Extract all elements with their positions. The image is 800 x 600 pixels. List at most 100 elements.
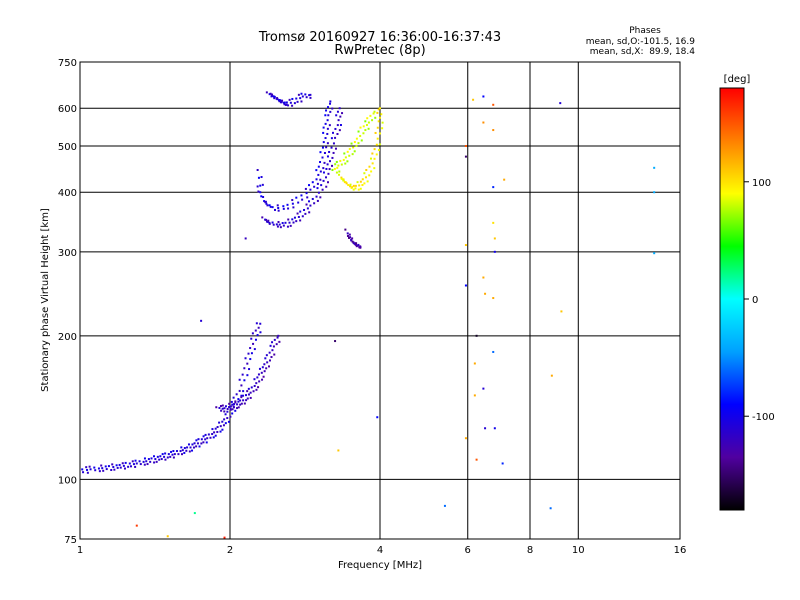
echo-point (325, 167, 328, 170)
echo-point (129, 465, 132, 468)
echo-point (287, 104, 290, 107)
echo-point (320, 184, 323, 187)
echo-point (316, 199, 319, 202)
echo-point (325, 146, 328, 149)
echo-point (276, 204, 279, 207)
echo-point (232, 396, 235, 399)
echo-point (171, 453, 174, 456)
echo-point (149, 460, 152, 463)
echo-point (359, 187, 362, 190)
echo-point (346, 160, 349, 163)
echo-point (313, 202, 316, 205)
echo-point (276, 97, 279, 100)
echo-point (153, 461, 156, 464)
echo-point (271, 94, 274, 97)
echo-point (482, 95, 485, 98)
echo-point (334, 340, 337, 343)
x-tick-label: 16 (674, 545, 687, 556)
echo-point (492, 103, 495, 106)
echo-point (367, 121, 370, 124)
echo-point (285, 103, 288, 106)
echo-point (503, 178, 506, 181)
echo-point (323, 161, 326, 164)
y-tick-label: 400 (58, 188, 77, 199)
echo-point (111, 463, 114, 466)
echo-point (265, 202, 268, 205)
echo-point (85, 466, 88, 469)
echo-point (110, 468, 113, 471)
echo-point (309, 93, 312, 96)
echo-point (192, 446, 195, 449)
echo-point (276, 336, 279, 339)
echo-point (246, 362, 249, 365)
echo-point (150, 457, 153, 460)
x-tick-label: 4 (377, 545, 383, 556)
echo-point (282, 205, 285, 208)
echo-point (226, 410, 229, 413)
echo-point (376, 137, 379, 140)
echo-point (284, 221, 287, 224)
echo-point (373, 110, 376, 113)
echo-point (297, 201, 300, 204)
echo-point (254, 338, 257, 341)
echo-point (107, 465, 110, 468)
echo-point (357, 243, 360, 246)
echo-point (249, 396, 252, 399)
echo-point (197, 438, 200, 441)
echo-point (228, 402, 231, 405)
echo-point (219, 425, 222, 428)
echo-point (226, 407, 229, 410)
echo-point (361, 178, 364, 181)
echo-point (211, 428, 214, 431)
echo-point (195, 445, 198, 448)
echo-point (246, 397, 249, 400)
echo-point (261, 216, 264, 219)
echo-point (281, 99, 284, 102)
echo-point (337, 449, 340, 452)
echo-point (344, 162, 347, 165)
echo-point (209, 436, 212, 439)
echo-point (319, 178, 322, 181)
echo-point (179, 450, 182, 453)
echo-point (342, 179, 345, 182)
echo-point (356, 181, 359, 184)
echo-point (372, 112, 375, 115)
echo-point (311, 197, 314, 200)
echo-point (359, 134, 362, 137)
echo-point (271, 349, 274, 352)
echo-point (322, 167, 325, 170)
echo-point (219, 405, 222, 408)
echo-point (181, 453, 184, 456)
echo-point (82, 471, 85, 474)
echo-point (271, 341, 274, 344)
echo-point (336, 166, 339, 169)
echo-point (286, 225, 289, 228)
echo-point (259, 331, 262, 334)
phases-o-stats: mean, sd,O:-101.5, 16.9 (586, 37, 696, 47)
echo-point (252, 342, 255, 345)
echo-point (352, 146, 355, 149)
echo-point (346, 234, 349, 237)
y-tick-labels: 75 100 200 300 400 500 600 750 (58, 58, 77, 546)
echo-point (233, 403, 236, 406)
echo-point (309, 96, 312, 99)
echo-point (259, 191, 262, 194)
echo-point (338, 107, 341, 110)
echo-point (308, 211, 311, 214)
echo-point (259, 322, 262, 325)
echo-point (351, 186, 354, 189)
echo-point (475, 334, 478, 337)
echo-point (256, 185, 259, 188)
echo-point (101, 467, 104, 470)
echo-point (255, 382, 258, 385)
echo-point (338, 170, 341, 173)
echo-point (550, 374, 553, 377)
echo-point (291, 218, 294, 221)
echo-point (316, 187, 319, 190)
echo-point (244, 237, 247, 240)
echo-point (245, 394, 248, 397)
echo-point (240, 394, 243, 397)
echo-point (139, 463, 142, 466)
echo-point (273, 97, 276, 100)
echo-point (166, 535, 169, 538)
